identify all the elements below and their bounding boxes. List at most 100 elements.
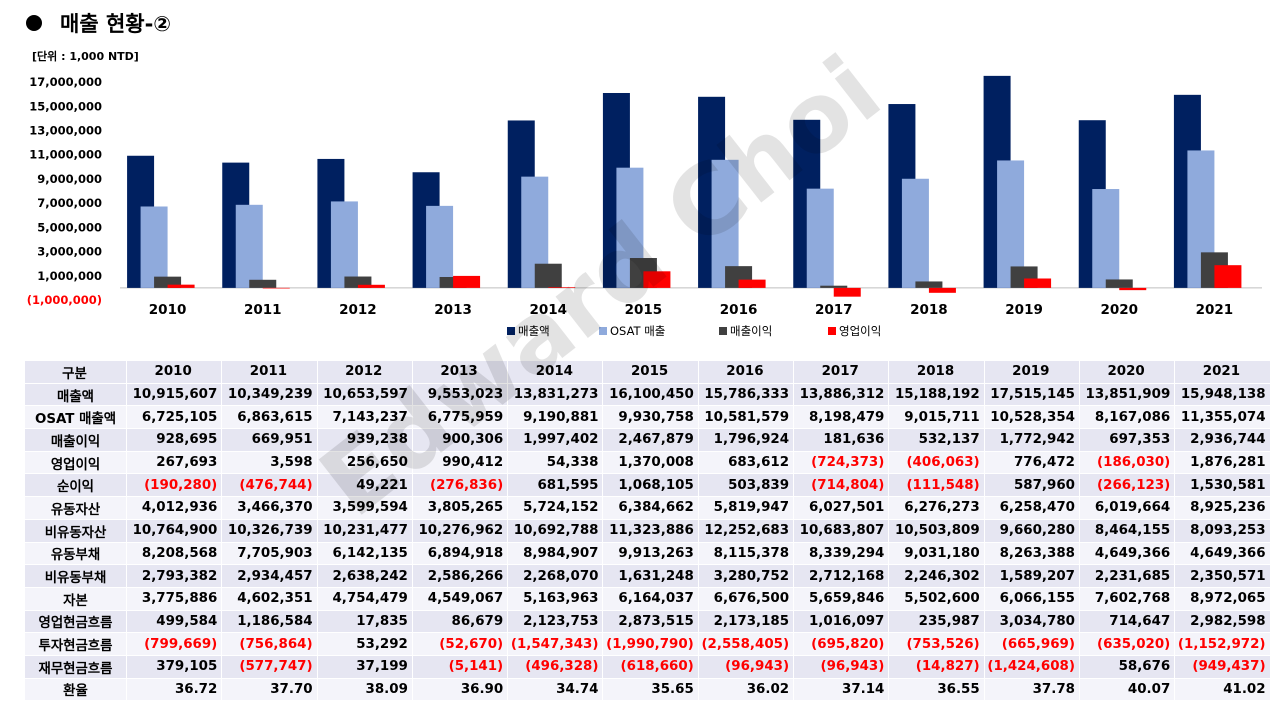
table-cell: 669,951	[221, 428, 318, 452]
bar-2014-s3	[548, 287, 576, 288]
row-label: 매출액	[24, 382, 127, 407]
table-cell: 10,349,239	[221, 382, 318, 407]
table-cell: (756,864)	[221, 632, 318, 656]
table-cell: 990,412	[411, 450, 509, 475]
table-cell: 8,198,479	[793, 405, 890, 430]
table-header-year: 2015	[602, 360, 699, 384]
table-cell: 9,015,711	[888, 405, 985, 430]
table-cell: 2,123,753	[507, 609, 604, 634]
table-cell: 1,589,207	[983, 564, 1080, 588]
table-cell: 5,659,846	[793, 586, 890, 611]
table-cell: 8,263,388	[983, 541, 1080, 566]
table-cell: 34.74	[507, 677, 604, 702]
x-tick-label: 2020	[1100, 302, 1138, 318]
bar-2012-s1	[330, 201, 358, 288]
x-tick-label: 2012	[339, 302, 377, 318]
table-cell: 6,894,918	[411, 541, 509, 566]
table-cell: 86,679	[411, 609, 509, 634]
table-cell: 10,528,354	[983, 405, 1080, 430]
table-cell: 13,831,273	[507, 382, 604, 407]
table-cell: 10,764,900	[125, 518, 223, 543]
table-cell: (476,744)	[221, 473, 318, 498]
table-cell: 2,712,168	[793, 564, 890, 588]
bar-2014-s2	[534, 263, 562, 288]
bar-2010-s2	[154, 276, 182, 288]
table-cell: 5,163,963	[507, 586, 604, 611]
bar-2020-s3	[1119, 287, 1147, 291]
table-cell: 11,323,886	[602, 518, 699, 543]
table-cell: 3,775,886	[125, 586, 223, 611]
table-cell: 2,350,571	[1174, 564, 1271, 588]
table-cell: 9,660,280	[983, 518, 1080, 543]
table-cell: 10,503,809	[888, 518, 985, 543]
table-cell: 681,595	[507, 473, 604, 498]
table-cell: 1,370,008	[602, 450, 699, 475]
table-cell: 8,925,236	[1174, 496, 1271, 520]
table-cell: 58,676	[1078, 654, 1176, 679]
table-cell: 3,034,780	[983, 609, 1080, 634]
table-cell: 10,326,739	[221, 518, 318, 543]
table-cell: 4,602,351	[221, 586, 318, 611]
table-cell: 683,612	[697, 450, 795, 475]
legend-swatch-icon	[719, 327, 727, 335]
y-tick-label: 15,000,000	[29, 99, 102, 113]
table-cell: 8,972,065	[1174, 586, 1271, 611]
table-cell: 8,984,907	[507, 541, 604, 566]
bar-2018-s3	[928, 287, 956, 293]
row-label: 비유동부채	[24, 564, 127, 588]
table-cell: 53,292	[316, 632, 413, 656]
table-cell: 15,188,192	[888, 382, 985, 407]
legend-label: 매출이익	[730, 324, 772, 338]
row-label: 순이익	[24, 473, 127, 498]
table-cell: 3,598	[221, 450, 318, 475]
bar-2019-s3	[1024, 278, 1052, 288]
table-cell: 15,786,333	[697, 382, 795, 407]
table-row: 매출액 10,915,607 10,349,239 10,653,597 9,553,0…	[24, 382, 1271, 407]
x-tick-label: 2017	[815, 302, 853, 318]
table-cell: 2,982,598	[1174, 609, 1271, 634]
x-tick-label: 2019	[1005, 302, 1043, 318]
table-cell: 38.09	[316, 677, 413, 702]
table-cell: (1,152,972)	[1174, 632, 1271, 656]
table-cell: 41.02	[1174, 677, 1271, 702]
table-cell: 379,105	[125, 654, 223, 679]
row-label: 재무현금흐름	[24, 654, 127, 679]
table-cell: 4,012,936	[125, 496, 223, 520]
table-cell: 2,936,744	[1174, 428, 1271, 452]
table-header-year: 2018	[888, 360, 985, 384]
table-cell: 9,190,881	[507, 405, 604, 430]
table-cell: 9,553,023	[411, 382, 509, 407]
table-cell: 5,819,947	[697, 496, 795, 520]
table-cell: 4,649,366	[1078, 541, 1176, 566]
table-cell: 1,186,584	[221, 609, 318, 634]
revenue-bar-chart: (1,000,000) 1,000,000 3,000,000 5,000,000 7,…	[27, 75, 1262, 338]
table-cell: (577,747)	[221, 654, 318, 679]
table-cell: 37.78	[983, 677, 1080, 702]
page-title: 매출 현황-②	[26, 8, 171, 38]
table-cell: 6,725,105	[125, 405, 223, 430]
table-cell: 2,467,879	[602, 428, 699, 452]
table-cell: 267,693	[125, 450, 223, 475]
table-header-year: 2021	[1174, 360, 1271, 384]
table-cell: 1,068,105	[602, 473, 699, 498]
table-cell: (96,943)	[697, 654, 795, 679]
table-cell: 2,268,070	[507, 564, 604, 588]
table-cell: 5,502,600	[888, 586, 985, 611]
table-row: 재무현금흐름 379,105 (577,747) 37,199 (5,141) (496,…	[24, 654, 1271, 679]
row-label: 비유동자산	[24, 518, 127, 543]
table-cell: 16,100,450	[602, 382, 699, 407]
table-cell: 6,863,615	[221, 405, 318, 430]
y-tick-label: (1,000,000)	[27, 293, 102, 307]
table-cell: 2,793,382	[125, 564, 223, 588]
legend-swatch-icon	[507, 327, 515, 335]
bar-2012-s2	[344, 276, 372, 288]
legend-label: 매출액	[518, 324, 550, 338]
y-tick-label: 13,000,000	[29, 124, 102, 138]
table-cell: 2,246,302	[888, 564, 985, 588]
table-cell: (695,820)	[793, 632, 890, 656]
table-header-year: 2012	[316, 360, 413, 384]
table-cell: 37,199	[316, 654, 413, 679]
y-tick-label: 1,000,000	[37, 269, 102, 283]
table-cell: 37.14	[793, 677, 890, 702]
table-cell: 15,948,138	[1174, 382, 1271, 407]
